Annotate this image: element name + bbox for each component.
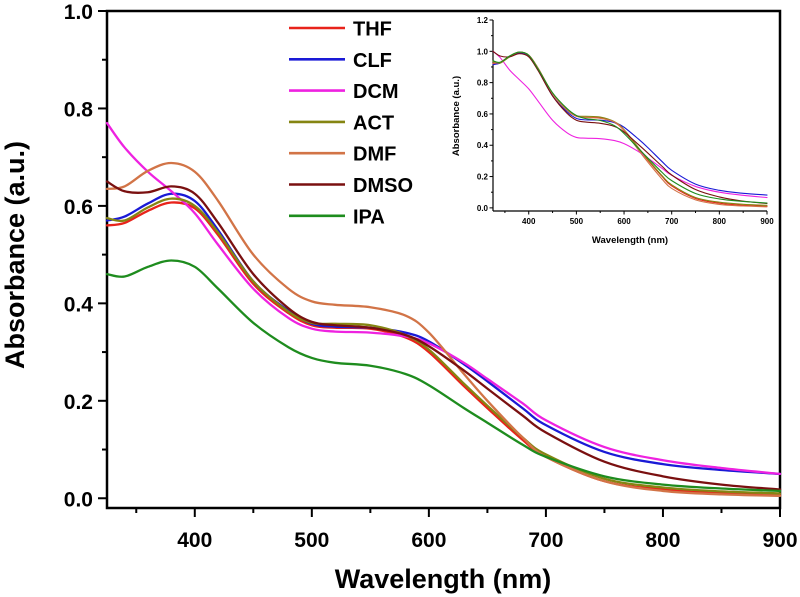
inset-series-line-dcm — [492, 50, 768, 199]
inset-y-tick-label: 0.2 — [477, 173, 489, 182]
inset-series-line-dmso — [492, 50, 768, 205]
inset-series-line-ipa — [492, 51, 768, 204]
inset-series-line-thf — [492, 52, 768, 207]
inset-x-tick-label: 700 — [665, 217, 679, 226]
legend-item-act: ACT — [289, 112, 394, 134]
main-series-group — [105, 121, 782, 497]
main-y-tick-label: 0.6 — [64, 196, 93, 219]
inset-axes: 400 500 600 700 800 900 0.0 0.2 0.4 0.6 0.8 1.0 1.2 — [477, 16, 774, 226]
inset-x-axis-title: Wavelength (nm) — [592, 235, 668, 246]
main-x-tick-label: 600 — [411, 529, 446, 552]
main-x-tick-label: 500 — [294, 529, 329, 552]
inset-x-tick-label: 500 — [570, 217, 584, 226]
inset-y-tick-label: 0.0 — [477, 204, 489, 213]
inset-series-line-act — [492, 51, 768, 206]
main-y-tick-label: 0.0 — [64, 488, 93, 511]
legend-item-dcm: DCM — [289, 81, 399, 103]
main-x-tick-label: 800 — [645, 529, 680, 552]
main-series-line-act — [105, 197, 782, 495]
inset-x-tick-label: 600 — [617, 217, 631, 226]
main-x-tick-label: 700 — [528, 529, 563, 552]
y-axis-title: Absorbance (a.u.) — [0, 141, 30, 369]
inset-x-tick-label: 900 — [760, 217, 774, 226]
legend-item-thf: THF — [289, 19, 392, 41]
legend-label: IPA — [353, 206, 385, 228]
main-axes: 400 500 600 700 800 900 0.0 0.2 0.4 0.6 0.8 1.0 — [64, 1, 798, 552]
legend: THF CLF DCM ACT DMF DMSO IPA — [289, 19, 413, 228]
main-y-tick-label: 1.0 — [64, 1, 93, 24]
legend-label: DCM — [353, 81, 399, 103]
inset-series-line-dmf — [492, 51, 768, 208]
legend-label: ACT — [353, 112, 394, 134]
inset-series-group — [492, 50, 768, 208]
inset-y-tick-label: 0.8 — [477, 79, 489, 88]
inset-y-axis-title: Absorbance (a.u.) — [451, 76, 462, 156]
legend-item-ipa: IPA — [289, 206, 385, 228]
legend-item-clf: CLF — [289, 50, 392, 72]
legend-label: THF — [353, 19, 392, 41]
main-x-tick-label: 900 — [762, 529, 797, 552]
inset-y-tick-label: 1.2 — [477, 16, 489, 25]
x-axis-title: Wavelength (nm) — [335, 564, 552, 594]
legend-item-dmso: DMSO — [289, 175, 413, 197]
main-x-tick-label: 400 — [177, 529, 212, 552]
inset-y-tick-label: 0.4 — [477, 141, 489, 150]
legend-label: DMSO — [353, 175, 413, 197]
inset-x-tick-label: 400 — [522, 217, 536, 226]
main-y-tick-label: 0.8 — [64, 98, 94, 121]
main-series-line-dcm — [105, 121, 782, 476]
inset-series-line-clf — [492, 52, 768, 196]
main-y-tick-label: 0.4 — [64, 293, 94, 316]
main-series-line-clf — [105, 192, 782, 476]
inset-x-tick-label: 800 — [713, 217, 727, 226]
main-series-line-dmf — [105, 161, 782, 497]
main-series-line-dmso — [105, 180, 782, 491]
main-plot-frame — [105, 9, 782, 510]
main-series-line-ipa — [105, 259, 782, 493]
main-y-tick-label: 0.2 — [64, 391, 93, 414]
legend-label: CLF — [353, 50, 392, 72]
legend-item-dmf: DMF — [289, 144, 396, 166]
inset-y-tick-label: 1.0 — [477, 47, 489, 56]
inset-y-tick-label: 0.6 — [477, 110, 489, 119]
legend-label: DMF — [353, 144, 396, 166]
